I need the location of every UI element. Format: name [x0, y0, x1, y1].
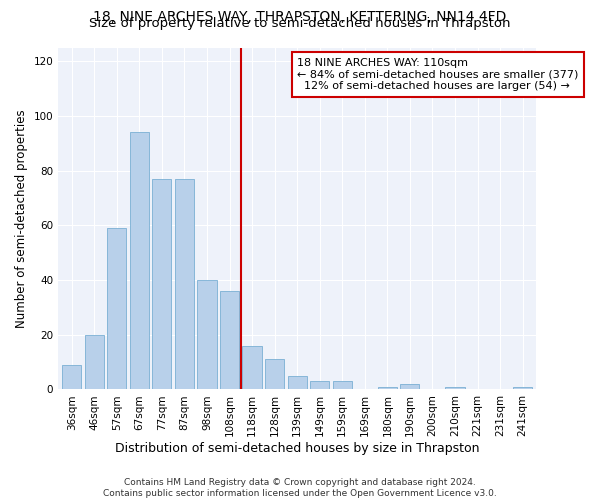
Bar [85, 334, 104, 390]
Bar [513, 386, 532, 390]
Bar [152, 179, 172, 390]
Bar [130, 132, 149, 390]
Bar [445, 386, 464, 390]
Bar [310, 382, 329, 390]
Text: 18, NINE ARCHES WAY, THRAPSTON, KETTERING, NN14 4FD: 18, NINE ARCHES WAY, THRAPSTON, KETTERIN… [94, 10, 506, 24]
Bar [175, 179, 194, 390]
Bar [287, 376, 307, 390]
Y-axis label: Number of semi-detached properties: Number of semi-detached properties [15, 109, 28, 328]
Bar [62, 365, 81, 390]
Bar [220, 291, 239, 390]
Text: 18 NINE ARCHES WAY: 110sqm
← 84% of semi-detached houses are smaller (377)
  12%: 18 NINE ARCHES WAY: 110sqm ← 84% of semi… [297, 58, 578, 91]
Bar [197, 280, 217, 390]
Bar [400, 384, 419, 390]
Text: Size of property relative to semi-detached houses in Thrapston: Size of property relative to semi-detach… [89, 18, 511, 30]
Bar [107, 228, 127, 390]
Text: Contains HM Land Registry data © Crown copyright and database right 2024.
Contai: Contains HM Land Registry data © Crown c… [103, 478, 497, 498]
Bar [242, 346, 262, 390]
X-axis label: Distribution of semi-detached houses by size in Thrapston: Distribution of semi-detached houses by … [115, 442, 479, 455]
Bar [265, 360, 284, 390]
Bar [378, 386, 397, 390]
Bar [332, 382, 352, 390]
